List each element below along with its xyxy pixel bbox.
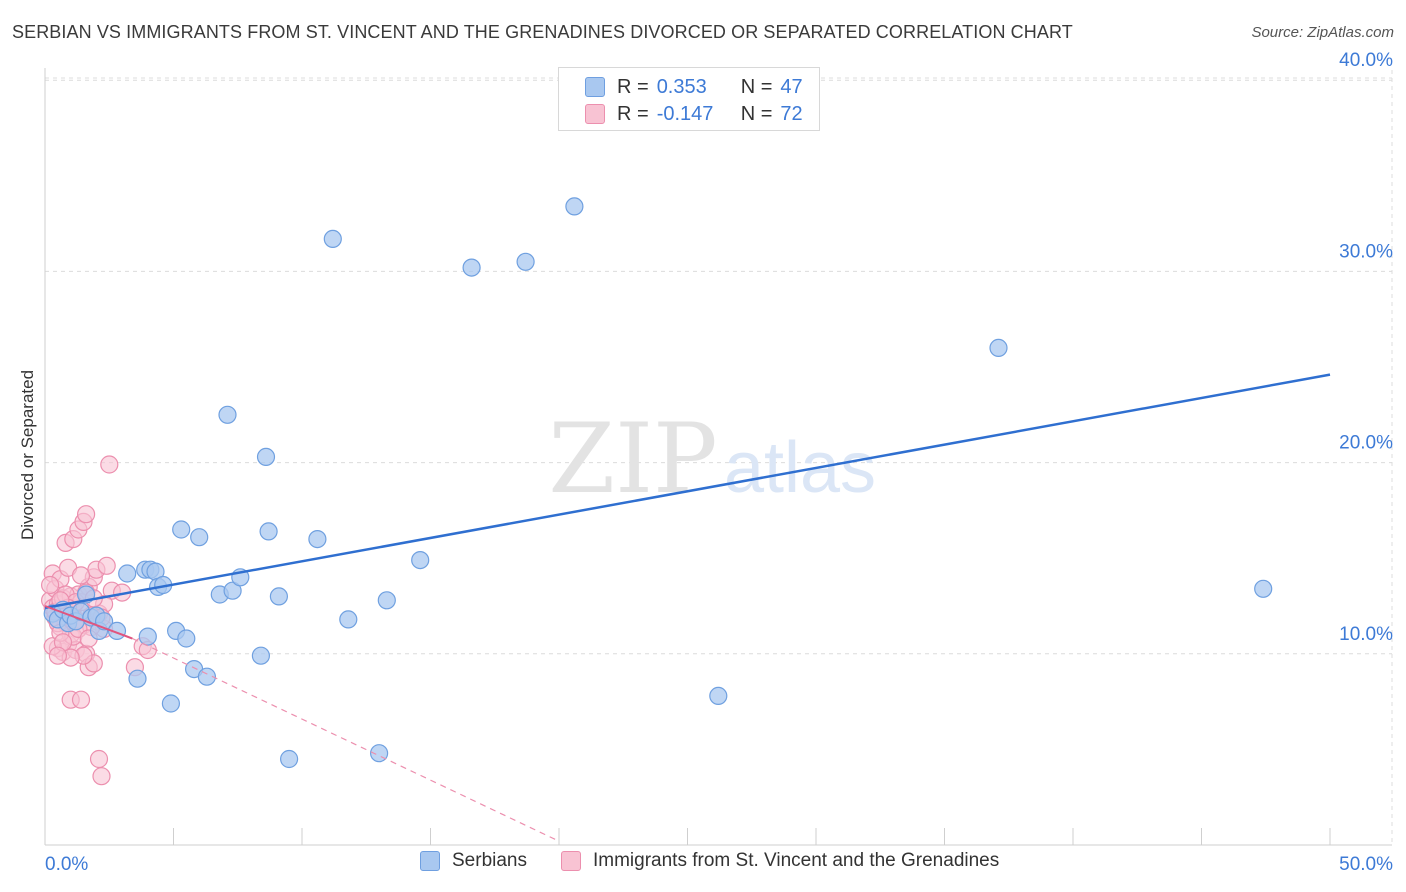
legend-swatch-immigrants: [561, 851, 581, 871]
serbians-point: [308, 529, 327, 549]
legend-swatch-immigrants: [585, 104, 605, 124]
legend-r-value: 0.353: [656, 75, 707, 98]
y-tick-label: 20.0%: [1339, 433, 1393, 454]
serbians-point: [251, 646, 270, 665]
serbians-point: [172, 520, 191, 539]
chart-title: SERBIAN VS IMMIGRANTS FROM ST. VINCENT A…: [12, 22, 1073, 42]
serbians-point: [377, 591, 396, 610]
immigrants-point: [92, 767, 111, 786]
legend-label-immigrants: Immigrants from St. Vincent and the Gren…: [593, 850, 1000, 871]
immigrants-point: [71, 566, 91, 585]
serbians-point: [259, 522, 278, 541]
immigrants-point: [71, 690, 91, 709]
serbians-point: [138, 627, 157, 646]
x-tick-label: 0.0%: [45, 854, 88, 875]
immigrants-point: [100, 455, 119, 474]
y-tick-label: 10.0%: [1339, 624, 1393, 645]
serbians-point: [709, 686, 728, 706]
serbians-point: [516, 252, 535, 271]
legend-item-immigrants[interactable]: Immigrants from St. Vincent and the Gren…: [561, 850, 999, 872]
legend-swatch-serbians: [585, 77, 605, 97]
watermark-atlas: atlas: [724, 428, 876, 508]
serbians-point: [177, 629, 196, 648]
serbians-point: [218, 405, 237, 424]
legend-r-label: R =: [617, 102, 649, 125]
legend-swatch-serbians: [420, 851, 440, 871]
axes: [44, 68, 1392, 846]
legend-row-immigrants: R = -0.147 N = 72: [585, 101, 803, 127]
legend-item-serbians[interactable]: Serbians: [420, 850, 527, 872]
immigrants-point: [40, 575, 60, 595]
source-label: Source: ZipAtlas.com: [1251, 24, 1394, 41]
series-legend: Serbians Immigrants from St. Vincent and…: [0, 850, 1406, 880]
legend-n-label: N =: [740, 75, 773, 98]
legend-label-serbians: Serbians: [452, 850, 527, 871]
legend-r-value: -0.147: [656, 102, 714, 125]
serbians-point: [223, 581, 242, 600]
serbians-point: [462, 258, 481, 277]
serbians-point: [128, 669, 147, 688]
correlation-legend: R = 0.353 N = 47 R = -0.147 N = 72: [558, 67, 820, 131]
immigrants-point: [89, 749, 109, 769]
legend-r-label: R =: [617, 75, 649, 98]
immigrants-trend-line: [44, 605, 133, 640]
y-tick-label: 30.0%: [1339, 241, 1393, 262]
legend-n-label: N =: [740, 102, 773, 125]
legend-row-serbians: R = 0.353 N = 47: [585, 74, 803, 100]
grid-lines: [45, 70, 1393, 845]
serbians-point: [411, 550, 430, 570]
series-serbians-points: [43, 197, 1273, 769]
serbians-point: [280, 749, 299, 769]
serbians-point: [323, 229, 342, 248]
immigrants-point: [76, 505, 96, 524]
immigrants-trend-extension: [132, 637, 560, 842]
serbians-point: [256, 447, 276, 466]
legend-n-value: 47: [780, 75, 803, 98]
serbians-point: [339, 610, 358, 629]
tick-labels: 10.0% 20.0% 30.0% 40.0% 0.0% 50.0%: [45, 50, 1393, 875]
serbians-point: [1254, 579, 1273, 598]
serbians-point: [565, 197, 584, 216]
serbians-trend-line: [44, 373, 1331, 610]
immigrants-point: [97, 556, 116, 575]
serbians-point: [989, 338, 1008, 357]
trend-lines: [44, 373, 1331, 842]
watermark-zip: ZIP: [548, 403, 717, 515]
immigrants-point: [48, 646, 68, 665]
legend-n-value: 72: [780, 102, 803, 125]
y-tick-label: 40.0%: [1339, 50, 1393, 71]
x-tick-label: 50.0%: [1339, 854, 1393, 875]
serbians-point: [269, 587, 288, 606]
serbians-point: [161, 694, 180, 713]
serbians-point: [190, 528, 209, 547]
serbians-point: [118, 564, 137, 583]
